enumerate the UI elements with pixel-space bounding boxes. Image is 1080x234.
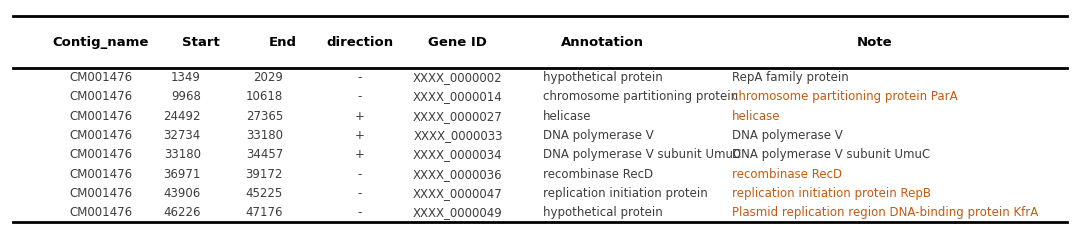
Text: Note: Note bbox=[858, 36, 892, 49]
Text: 34457: 34457 bbox=[246, 148, 283, 161]
Text: XXXX_0000002: XXXX_0000002 bbox=[414, 71, 502, 84]
Text: XXXX_0000034: XXXX_0000034 bbox=[414, 148, 502, 161]
Text: DNA polymerase V subunit UmuC: DNA polymerase V subunit UmuC bbox=[732, 148, 931, 161]
Text: Contig_name: Contig_name bbox=[52, 36, 149, 49]
Text: direction: direction bbox=[326, 36, 393, 49]
Text: DNA polymerase V subunit UmuC: DNA polymerase V subunit UmuC bbox=[543, 148, 742, 161]
Text: XXXX_0000047: XXXX_0000047 bbox=[413, 187, 503, 200]
Text: CM001476: CM001476 bbox=[69, 129, 132, 142]
Text: CM001476: CM001476 bbox=[69, 206, 132, 219]
Text: RepA family protein: RepA family protein bbox=[732, 71, 849, 84]
Text: End: End bbox=[269, 36, 297, 49]
Text: 24492: 24492 bbox=[163, 110, 201, 123]
Text: +: + bbox=[354, 148, 365, 161]
Text: +: + bbox=[354, 110, 365, 123]
Text: chromosome partitioning protein ParA: chromosome partitioning protein ParA bbox=[732, 90, 958, 103]
Text: CM001476: CM001476 bbox=[69, 110, 132, 123]
Text: XXXX_0000033: XXXX_0000033 bbox=[414, 129, 502, 142]
Text: 2029: 2029 bbox=[253, 71, 283, 84]
Text: XXXX_0000049: XXXX_0000049 bbox=[413, 206, 503, 219]
Text: 10618: 10618 bbox=[246, 90, 283, 103]
Text: -: - bbox=[357, 90, 362, 103]
Text: recombinase RecD: recombinase RecD bbox=[732, 168, 842, 181]
Text: 45225: 45225 bbox=[246, 187, 283, 200]
Text: Start: Start bbox=[183, 36, 219, 49]
Text: -: - bbox=[357, 168, 362, 181]
Text: CM001476: CM001476 bbox=[69, 168, 132, 181]
Text: XXXX_0000036: XXXX_0000036 bbox=[414, 168, 502, 181]
Text: -: - bbox=[357, 71, 362, 84]
Text: XXXX_0000014: XXXX_0000014 bbox=[413, 90, 503, 103]
Text: -: - bbox=[357, 206, 362, 219]
Text: 39172: 39172 bbox=[245, 168, 283, 181]
Text: chromosome partitioning protein: chromosome partitioning protein bbox=[543, 90, 739, 103]
Text: replication initiation protein RepB: replication initiation protein RepB bbox=[732, 187, 931, 200]
Text: hypothetical protein: hypothetical protein bbox=[543, 71, 663, 84]
Text: recombinase RecD: recombinase RecD bbox=[543, 168, 653, 181]
Text: 47176: 47176 bbox=[245, 206, 283, 219]
Text: 27365: 27365 bbox=[246, 110, 283, 123]
Text: CM001476: CM001476 bbox=[69, 148, 132, 161]
Text: CM001476: CM001476 bbox=[69, 71, 132, 84]
Text: helicase: helicase bbox=[543, 110, 592, 123]
Text: DNA polymerase V: DNA polymerase V bbox=[543, 129, 654, 142]
Text: -: - bbox=[357, 187, 362, 200]
Text: XXXX_0000027: XXXX_0000027 bbox=[413, 110, 503, 123]
Text: replication initiation protein: replication initiation protein bbox=[543, 187, 708, 200]
Text: Annotation: Annotation bbox=[562, 36, 644, 49]
Text: CM001476: CM001476 bbox=[69, 187, 132, 200]
Text: Gene ID: Gene ID bbox=[429, 36, 487, 49]
Text: Plasmid replication region DNA-binding protein KfrA: Plasmid replication region DNA-binding p… bbox=[732, 206, 1039, 219]
Text: 32734: 32734 bbox=[164, 129, 201, 142]
Text: 9968: 9968 bbox=[171, 90, 201, 103]
Text: DNA polymerase V: DNA polymerase V bbox=[732, 129, 843, 142]
Text: helicase: helicase bbox=[732, 110, 781, 123]
Text: +: + bbox=[354, 129, 365, 142]
Text: hypothetical protein: hypothetical protein bbox=[543, 206, 663, 219]
Text: 33180: 33180 bbox=[164, 148, 201, 161]
Text: 43906: 43906 bbox=[164, 187, 201, 200]
Text: CM001476: CM001476 bbox=[69, 90, 132, 103]
Text: 33180: 33180 bbox=[246, 129, 283, 142]
Text: 46226: 46226 bbox=[163, 206, 201, 219]
Text: 36971: 36971 bbox=[163, 168, 201, 181]
Text: 1349: 1349 bbox=[171, 71, 201, 84]
